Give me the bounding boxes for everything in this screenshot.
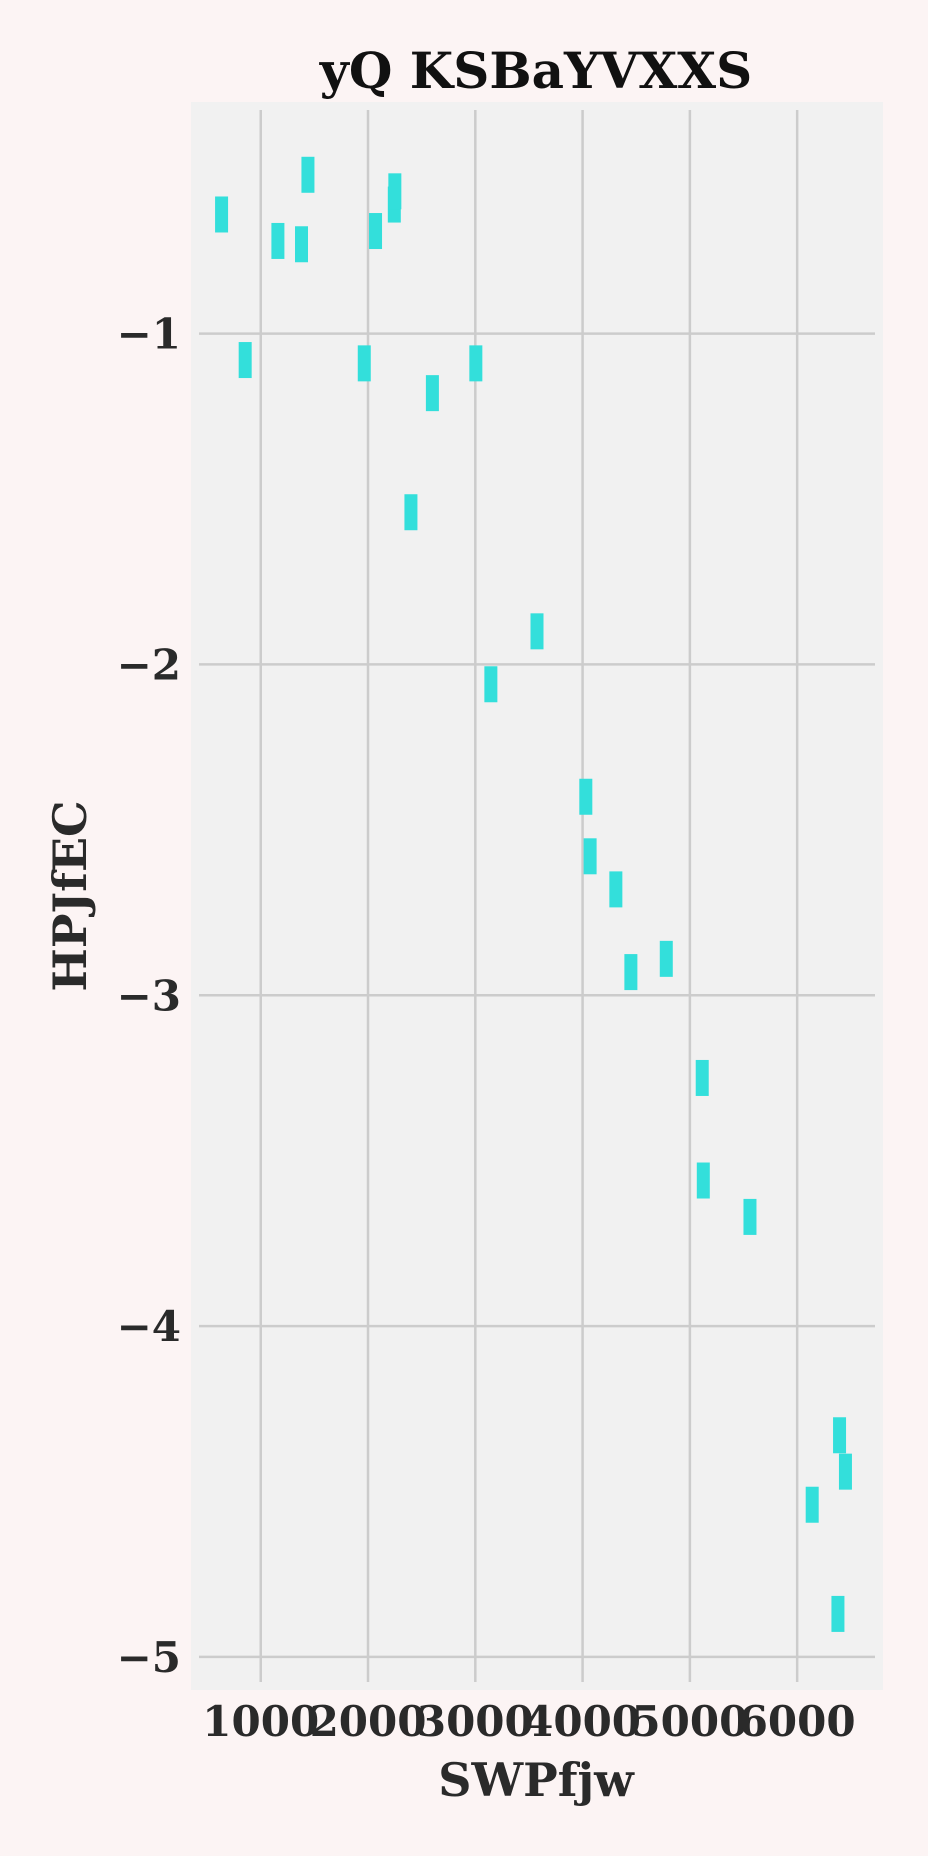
data-point xyxy=(369,213,383,250)
data-point xyxy=(805,1486,819,1523)
data-point xyxy=(609,871,623,908)
data-point xyxy=(743,1198,757,1235)
data-points xyxy=(215,156,852,1632)
x-tick-label: 4000 xyxy=(524,1697,641,1746)
data-point xyxy=(659,940,673,977)
x-tick-label: 3000 xyxy=(417,1697,534,1746)
data-point xyxy=(530,613,544,650)
data-point xyxy=(301,156,315,193)
y-tick-label: −2 xyxy=(117,640,181,689)
data-point xyxy=(295,226,309,263)
data-point xyxy=(624,954,638,991)
data-point xyxy=(484,666,498,703)
data-point xyxy=(831,1595,845,1632)
data-point xyxy=(469,345,483,382)
x-tick-label: 5000 xyxy=(631,1697,748,1746)
data-point xyxy=(388,173,402,210)
data-point xyxy=(271,222,285,259)
y-tick-label: −1 xyxy=(117,310,181,359)
data-point xyxy=(696,1162,710,1199)
y-tick-label: −4 xyxy=(117,1302,181,1351)
data-point xyxy=(695,1059,709,1096)
data-point xyxy=(833,1417,847,1454)
x-tick-label: 2000 xyxy=(310,1697,427,1746)
y-tick-label: −3 xyxy=(117,971,181,1020)
data-point xyxy=(215,196,229,233)
data-point xyxy=(357,345,371,382)
x-tick-label: 6000 xyxy=(739,1697,856,1746)
data-point xyxy=(404,494,418,531)
y-axis-label: HPJfEC xyxy=(43,800,97,991)
chart-title: yQ KSBaYVXXS xyxy=(319,41,752,100)
data-point xyxy=(425,375,439,412)
data-point xyxy=(579,778,593,815)
x-tick-label: 1000 xyxy=(202,1697,319,1746)
data-point xyxy=(583,838,597,875)
data-point xyxy=(838,1453,852,1490)
x-axis-label: SWPfjw xyxy=(438,1753,635,1807)
y-tick-label: −5 xyxy=(117,1633,181,1682)
y-tick-labels: −1 −2 −3 −4 −5 xyxy=(117,310,181,1682)
plot-area xyxy=(191,102,883,1690)
data-point xyxy=(238,342,252,379)
